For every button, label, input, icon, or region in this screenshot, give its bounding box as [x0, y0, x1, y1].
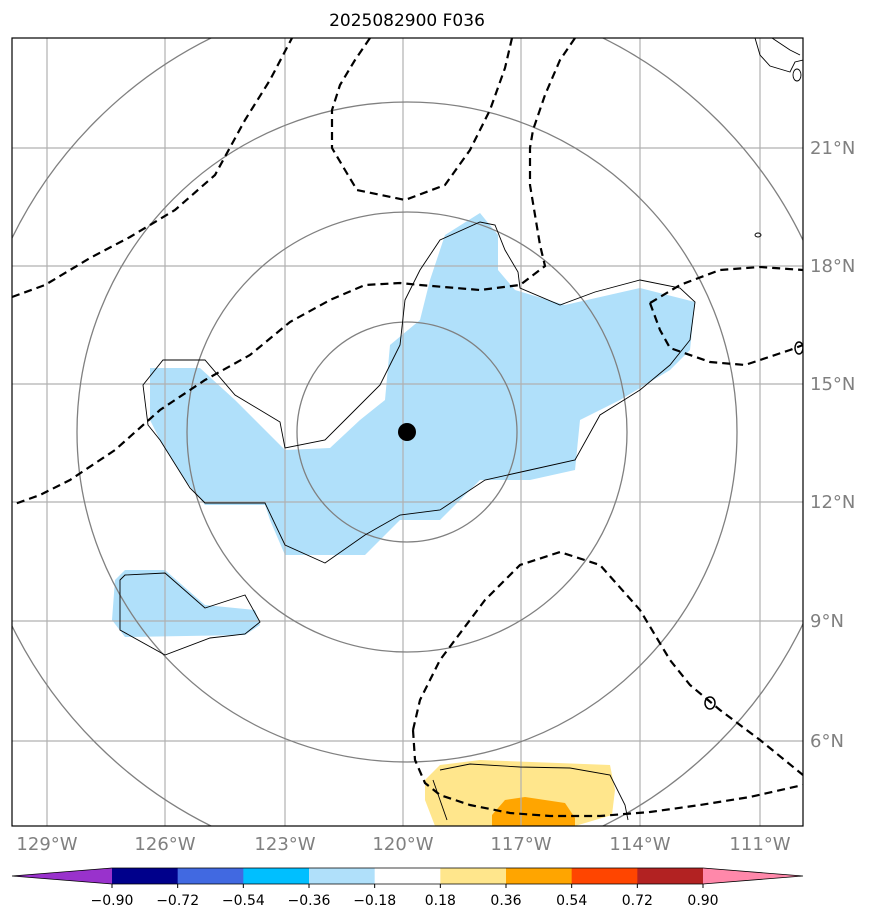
colorbar-tick-label: 0.90	[687, 893, 718, 909]
latitude-labels: 21°N 18°N 15°N 12°N 9°N 6°N	[810, 138, 855, 752]
colorbar-tick-label: 0.18	[425, 893, 456, 909]
shading-negative-west	[112, 570, 260, 637]
shading-outlines	[119, 38, 803, 821]
lon-label: 111°W	[729, 834, 790, 855]
colorbar-tick-label: 0.36	[490, 893, 521, 909]
lon-label: 123°W	[254, 834, 315, 855]
colorbar-tick-label: −0.54	[222, 893, 265, 909]
colorbar-swatch	[309, 868, 376, 884]
lat-label: 9°N	[810, 611, 844, 632]
colorbar-extend-max	[703, 868, 803, 884]
colorbar: −0.90 −0.72 −0.54 −0.36 −0.18 0.18 0.36 0.54 0.7…	[11, 867, 804, 909]
colorbar-tick-label: −0.72	[156, 893, 199, 909]
contour-label-zero-ring	[704, 696, 716, 710]
lat-label: 18°N	[810, 256, 855, 277]
colorbar-tick-label: 0.54	[556, 893, 587, 909]
longitude-labels: 129°W 126°W 123°W 120°W 117°W 114°W 111°…	[16, 834, 790, 855]
map-title: 2025082900 F036	[329, 11, 485, 31]
lat-label: 6°N	[810, 731, 844, 752]
colorbar-swatch	[571, 868, 638, 884]
contour-label-east-ring	[794, 341, 803, 355]
colorbar-swatch	[112, 868, 179, 884]
colorbar-tick-label: 0.72	[622, 893, 653, 909]
lon-label: 114°W	[609, 834, 670, 855]
lat-label: 15°N	[810, 374, 855, 395]
lon-label: 126°W	[134, 834, 195, 855]
colorbar-tick-label: −0.18	[353, 893, 396, 909]
lat-label: 12°N	[810, 492, 855, 513]
map-area	[12, 38, 803, 826]
colorbar-swatch	[243, 868, 310, 884]
colorbar-extend-min	[12, 868, 112, 884]
lon-label: 129°W	[16, 834, 77, 855]
colorbar-swatch	[637, 868, 704, 884]
shading-positive-orange	[492, 797, 575, 826]
storm-center-dot	[398, 423, 416, 441]
lon-label: 117°W	[490, 834, 551, 855]
colorbar-swatch	[177, 868, 244, 884]
colorbar-tick-label: −0.36	[288, 893, 331, 909]
colorbar-swatch	[374, 868, 441, 884]
map-frame	[11, 37, 804, 827]
range-rings	[12, 38, 803, 826]
colorbar-swatch	[506, 868, 573, 884]
lon-label: 120°W	[372, 834, 433, 855]
colorbar-swatch	[440, 868, 507, 884]
dashed-contours	[12, 38, 803, 818]
colorbar-tick-label: −0.90	[91, 893, 134, 909]
lat-label: 21°N	[810, 138, 855, 159]
